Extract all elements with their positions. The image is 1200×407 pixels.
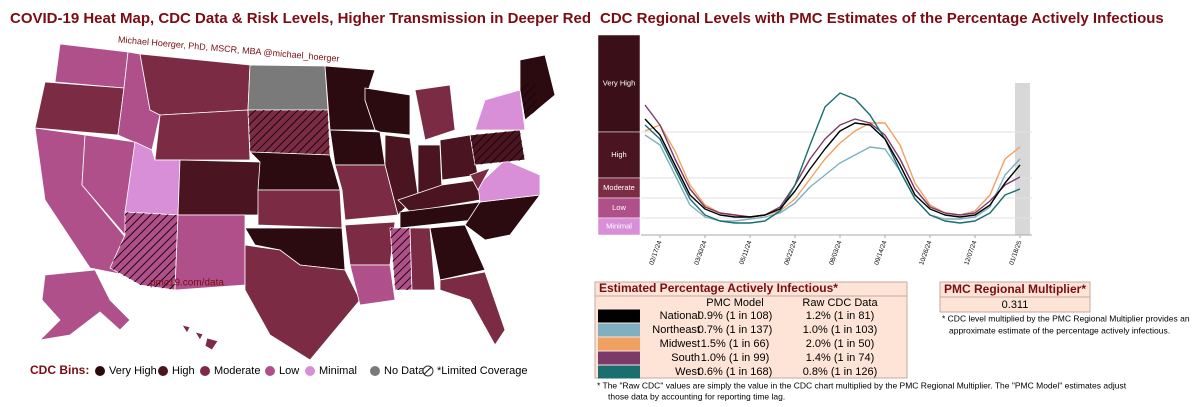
row-name: National (660, 310, 700, 322)
legend-label: Very High (109, 365, 157, 377)
band-label: High (611, 150, 626, 159)
series-line (644, 104, 1021, 218)
x-tick-label: 02/17/24 (648, 240, 663, 267)
x-tick-label: 12/07/24 (963, 240, 978, 267)
band-label: Low (612, 203, 626, 212)
row-name: West (675, 366, 700, 378)
cell: 1.2% (1 in 81) (806, 310, 874, 322)
legend-swatch (95, 366, 105, 376)
table-box (594, 281, 908, 379)
band-label: Minimal (606, 221, 632, 230)
multiplier-value: 0.311 (1002, 299, 1029, 311)
x-tick-label: 03/30/24 (693, 240, 708, 267)
table-note: * The "Raw CDC" values are simply the va… (597, 380, 1127, 390)
band (597, 34, 641, 133)
table-title: Estimated Percentage Actively Infectious… (599, 281, 838, 295)
row-name: Midwest (660, 338, 700, 350)
legend-label: No Data (384, 365, 425, 377)
legend-label: Minimal (319, 365, 357, 377)
x-tick-label: 10/26/24 (918, 240, 933, 267)
legend-label: *Limited Coverage (437, 365, 528, 377)
legend-swatch (422, 365, 434, 377)
band (597, 217, 641, 236)
x-tick-label: 06/22/24 (783, 240, 798, 267)
multiplier-title: PMC Regional Multiplier* (944, 282, 1086, 296)
row-swatch (598, 351, 640, 365)
row-swatch (598, 309, 640, 323)
legend-label: Moderate (214, 365, 260, 377)
x-tick-label: 05/11/24 (738, 240, 753, 266)
band (597, 131, 641, 179)
cell: 0.8% (1 in 126) (803, 366, 878, 378)
multiplier-note: approximate estimate of the percentage a… (949, 325, 1170, 335)
series-line (644, 134, 1021, 222)
recent-highlight (1015, 83, 1030, 235)
cell: 0.6% (1 in 168) (698, 366, 773, 378)
cell: 1.0% (1 in 99) (701, 352, 769, 364)
cell: 1.5% (1 in 66) (701, 338, 769, 350)
row-name: South (671, 352, 700, 364)
table-note: those data by accounting for reporting t… (608, 391, 785, 401)
legend-swatch (305, 366, 315, 376)
cell: 0.9% (1 in 108) (698, 310, 773, 322)
column-header: Raw CDC Data (802, 297, 878, 309)
chart-title: CDC Regional Levels with PMC Estimates o… (600, 10, 1164, 27)
row-name: Northeast (652, 324, 700, 336)
series-line (644, 118, 1021, 218)
map-title: COVID-19 Heat Map, CDC Data & Risk Level… (10, 10, 591, 27)
row-swatch (598, 365, 640, 379)
x-tick-label: 01/18/25 (1008, 240, 1023, 267)
legend-label: High (172, 365, 195, 377)
us-map (34, 43, 556, 361)
legend-title: CDC Bins: (30, 363, 89, 377)
legend-swatch (158, 366, 168, 376)
column-header: PMC Model (706, 297, 763, 309)
band-label: Moderate (603, 183, 635, 192)
series-line (644, 92, 1021, 224)
legend-swatch (265, 366, 275, 376)
cell: 2.0% (1 in 50) (806, 338, 874, 350)
band-label: Very High (603, 78, 636, 87)
cell: 1.0% (1 in 103) (803, 324, 878, 336)
legend-swatch (200, 366, 210, 376)
row-swatch (598, 337, 640, 351)
x-tick-label: 08/03/24 (828, 240, 843, 267)
cell: 0.7% (1 in 137) (698, 324, 773, 336)
x-tick-label: 09/14/24 (873, 240, 888, 267)
row-swatch (598, 323, 640, 337)
legend-swatch (370, 366, 380, 376)
multiplier-note: * CDC level multiplied by the PMC Region… (942, 313, 1190, 323)
map-source: pmc19.com/data (150, 278, 224, 289)
legend-label: Low (279, 365, 299, 377)
cell: 1.4% (1 in 74) (806, 352, 874, 364)
